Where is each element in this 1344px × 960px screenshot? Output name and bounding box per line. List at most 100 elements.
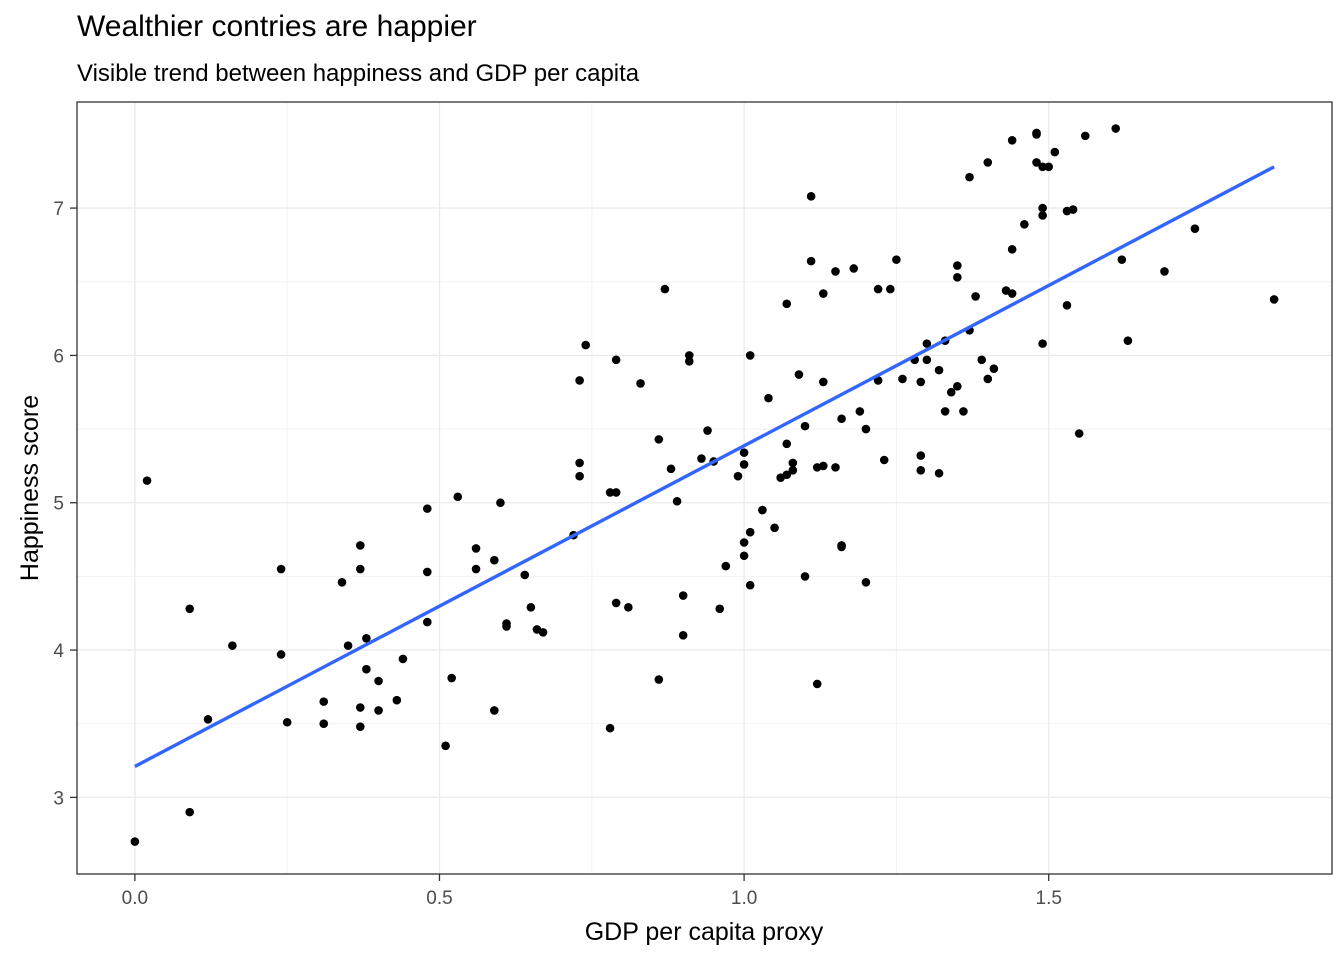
data-point <box>916 451 926 460</box>
plot-panel <box>77 102 1332 874</box>
data-point <box>940 407 950 416</box>
data-point <box>782 470 792 480</box>
data-point <box>1050 147 1060 157</box>
data-point <box>490 706 499 715</box>
y-axis-label: Happiness score <box>16 395 44 581</box>
data-point <box>831 267 840 276</box>
data-point <box>319 719 329 729</box>
data-point <box>392 695 402 705</box>
data-point <box>959 407 968 416</box>
data-point <box>886 284 895 294</box>
data-point <box>337 577 347 587</box>
data-point <box>745 527 755 537</box>
x-tick-label: 1.5 <box>1036 888 1062 909</box>
data-point <box>916 377 926 387</box>
data-point <box>185 604 195 614</box>
data-point <box>471 564 481 574</box>
data-point <box>1080 131 1090 141</box>
data-point <box>892 255 901 264</box>
data-point <box>983 158 993 167</box>
data-point <box>1038 339 1047 348</box>
data-point <box>971 292 980 301</box>
data-point <box>745 580 755 590</box>
x-tick-label: 0.5 <box>426 888 452 909</box>
data-point <box>1020 219 1029 229</box>
data-point <box>130 837 140 846</box>
y-tick-label: 4 <box>53 641 64 662</box>
data-point <box>879 455 889 465</box>
data-point <box>764 393 773 403</box>
data-point <box>276 650 286 659</box>
data-point <box>739 460 749 469</box>
trend-line <box>134 165 1275 768</box>
data-point <box>490 555 499 565</box>
data-point <box>977 355 986 365</box>
data-point <box>575 471 584 481</box>
data-point <box>861 424 871 434</box>
data-point <box>575 376 584 385</box>
major-gridlines <box>77 102 1332 874</box>
data-point <box>806 191 816 201</box>
data-point <box>1160 267 1169 276</box>
y-tick-label: 6 <box>53 346 64 367</box>
data-point <box>1190 224 1200 234</box>
data-points <box>130 124 1279 846</box>
data-point <box>447 673 456 683</box>
data-point <box>319 697 329 706</box>
data-point <box>873 284 883 294</box>
data-point <box>898 374 907 384</box>
data-point <box>916 466 926 475</box>
data-point <box>745 351 755 360</box>
data-point <box>922 355 932 365</box>
y-axis: 3 4 5 6 7 <box>53 199 77 809</box>
data-point <box>672 496 682 506</box>
data-point <box>355 703 365 712</box>
y-tick-label: 7 <box>53 199 64 220</box>
data-point <box>654 435 664 444</box>
data-point <box>1074 429 1084 438</box>
data-point <box>1044 162 1054 172</box>
data-point <box>654 675 664 684</box>
data-point <box>362 664 371 674</box>
y-tick-label: 5 <box>53 494 64 515</box>
data-point <box>1062 301 1072 310</box>
data-point <box>678 591 688 600</box>
data-point <box>276 564 286 574</box>
data-point <box>697 454 706 463</box>
data-point <box>733 471 743 481</box>
plot-border <box>76 101 1333 875</box>
data-point <box>282 717 292 727</box>
data-point <box>953 261 962 270</box>
data-point <box>837 414 846 424</box>
data-point <box>1038 211 1047 220</box>
data-point <box>1007 289 1017 298</box>
data-point <box>423 617 432 627</box>
data-point <box>934 365 944 375</box>
data-point <box>636 379 645 388</box>
data-point <box>849 264 859 273</box>
data-point <box>666 464 676 474</box>
data-point <box>1007 136 1017 145</box>
data-point <box>934 468 944 478</box>
data-point <box>782 439 792 449</box>
data-point <box>453 492 463 502</box>
data-point <box>818 289 828 298</box>
data-point <box>1032 130 1041 139</box>
data-point <box>946 387 956 397</box>
data-point <box>526 603 536 612</box>
data-point <box>423 567 432 577</box>
data-point <box>355 564 365 574</box>
data-point <box>684 351 694 360</box>
data-point <box>496 498 505 508</box>
data-point <box>782 299 792 309</box>
data-point <box>770 523 779 533</box>
data-point <box>605 488 615 497</box>
minor-gridlines <box>77 102 1332 874</box>
data-point <box>343 641 353 650</box>
data-point <box>739 538 749 547</box>
data-point <box>228 641 237 650</box>
data-point <box>1269 295 1279 304</box>
data-point <box>678 631 688 640</box>
data-point <box>812 679 822 689</box>
data-point <box>362 633 371 643</box>
